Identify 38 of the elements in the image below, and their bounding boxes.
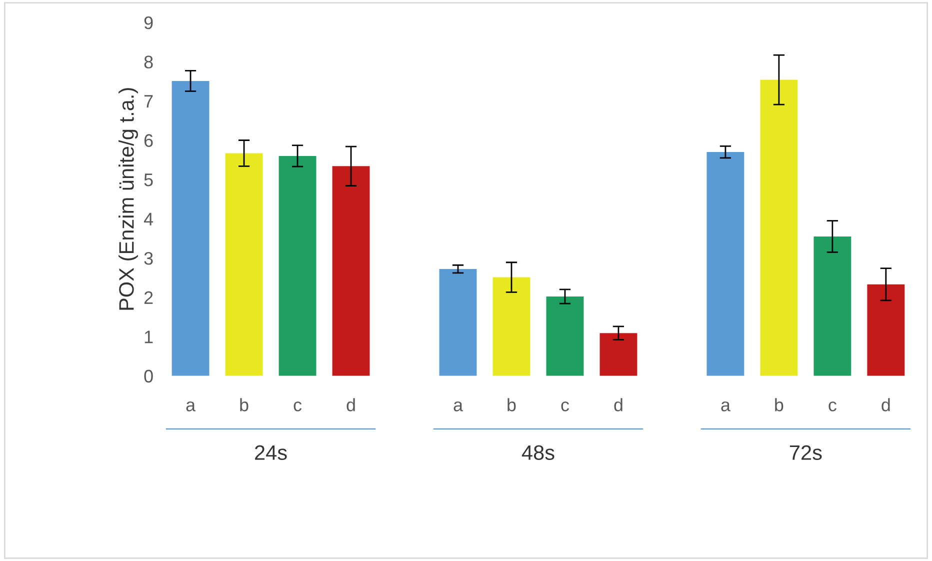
y-tick-label: 3 xyxy=(144,252,153,265)
x-tick-label: d xyxy=(614,398,622,412)
bar xyxy=(867,284,905,376)
y-tick-label: 7 xyxy=(144,95,153,108)
bar xyxy=(492,277,530,376)
bar xyxy=(706,152,744,376)
x-tick-label: a xyxy=(721,401,730,412)
bar xyxy=(760,80,798,376)
bar xyxy=(600,333,638,376)
bar xyxy=(546,296,584,376)
x-tick-label: c xyxy=(828,401,836,412)
x-tick-label: d xyxy=(882,398,890,412)
bar xyxy=(172,80,210,376)
text: 24s xyxy=(255,445,287,460)
y-tick-label: 9 xyxy=(144,16,153,30)
x-tick-label: a xyxy=(454,401,464,412)
bar xyxy=(439,269,477,376)
y-tick-label: 8 xyxy=(144,56,153,68)
y-tick-label: 5 xyxy=(144,174,153,186)
bar xyxy=(814,236,852,376)
x-tick-label: a xyxy=(186,401,196,412)
x-tick-label: b xyxy=(775,398,784,412)
bar xyxy=(225,153,263,376)
y-tick-label: 2 xyxy=(144,291,153,304)
bar xyxy=(332,166,370,376)
bar xyxy=(278,156,316,376)
x-tick-label: c xyxy=(294,401,302,412)
x-tick-label: b xyxy=(508,398,516,412)
y-axis-title: POX (Enzim ünite/g t.a.) xyxy=(118,88,138,310)
y-tick-label: 1 xyxy=(144,330,153,344)
x-tick-label: c xyxy=(561,401,570,412)
text: 72s xyxy=(790,445,822,460)
x-tick-label: d xyxy=(346,398,355,412)
y-tick-label: 4 xyxy=(144,212,154,226)
y-tick-label: 6 xyxy=(144,134,153,147)
y-tick-label: 0 xyxy=(144,370,153,383)
text: 48s xyxy=(522,445,554,460)
x-tick-label: b xyxy=(240,398,248,412)
